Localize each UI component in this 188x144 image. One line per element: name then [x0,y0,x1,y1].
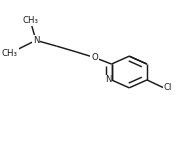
Text: CH₃: CH₃ [2,49,18,58]
Text: N: N [33,36,39,45]
Text: N: N [105,75,111,84]
Text: O: O [91,53,98,62]
Text: CH₃: CH₃ [22,16,38,25]
Text: Cl: Cl [164,83,172,92]
